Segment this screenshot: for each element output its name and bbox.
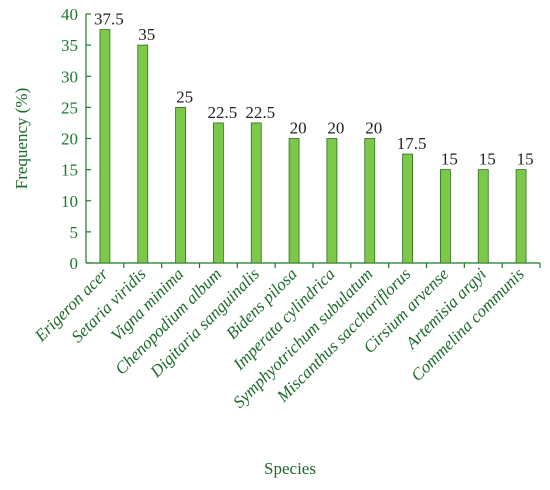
- x-axis-title: Species: [264, 459, 316, 478]
- bar: [402, 153, 413, 264]
- axes: [85, 14, 540, 264]
- data-label: 25: [176, 87, 193, 106]
- y-ticks: 0 5 10 15 20 25 30 35 40: [61, 5, 91, 273]
- bar: [326, 138, 338, 264]
- y-tick-label: 30: [61, 67, 78, 86]
- bar: [250, 122, 262, 264]
- data-label: 20: [290, 119, 307, 138]
- data-label: 22.5: [208, 103, 238, 122]
- data-label: 20: [327, 119, 344, 138]
- data-label: 20: [365, 119, 382, 138]
- data-label: 15: [441, 150, 458, 169]
- bar: [213, 122, 224, 264]
- y-tick-label: 5: [70, 223, 79, 242]
- data-label: 22.5: [245, 103, 275, 122]
- data-label: 35: [138, 25, 155, 44]
- y-tick-label: 20: [61, 130, 78, 149]
- bars: [99, 29, 527, 264]
- bar: [515, 169, 527, 264]
- y-tick-label: 40: [61, 5, 78, 24]
- bar: [175, 106, 186, 264]
- data-label: 37.5: [94, 10, 124, 29]
- bar: [99, 29, 111, 264]
- bar: [137, 44, 149, 264]
- bar: [477, 169, 489, 264]
- y-tick-label: 25: [61, 98, 78, 117]
- y-tick-label: 0: [70, 254, 79, 273]
- data-label: 15: [479, 150, 496, 169]
- data-label: 15: [517, 150, 534, 169]
- y-tick-label: 10: [61, 192, 78, 211]
- y-tick-label: 15: [61, 161, 78, 180]
- bar: [288, 138, 300, 264]
- bar: [440, 169, 451, 264]
- y-axis-title: Frequency (%): [12, 88, 31, 190]
- bar: [364, 138, 376, 264]
- data-labels: 37.5 35 25 22.5 22.5 20 20 20 17.5 15 15 15: [94, 10, 534, 169]
- data-label: 17.5: [397, 134, 427, 153]
- y-tick-label: 35: [61, 36, 78, 55]
